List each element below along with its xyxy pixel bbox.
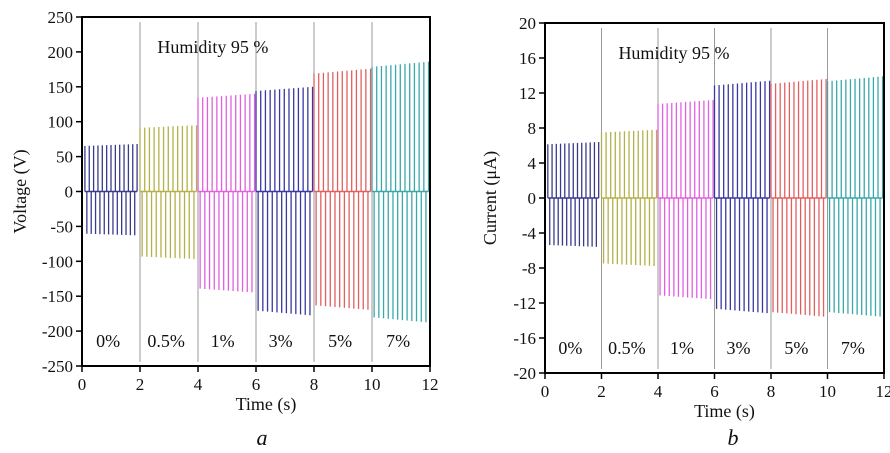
panel-a-panel-letter: a: [257, 425, 268, 450]
panel-a-y-tick-label-7: -100: [42, 252, 73, 271]
panel-b-y-tick-label-1: 16: [519, 49, 536, 68]
panel-a-y-axis-label: Voltage (V): [10, 149, 31, 233]
panel-b-x-tick-label-1: 2: [597, 382, 606, 401]
panel-b-y-axis-label: Current (μA): [480, 151, 501, 245]
panel-a-series-0: [84, 144, 138, 236]
panel-b-segment-label-2: 1%: [670, 338, 694, 358]
panel-a-y-tick-label-2: 150: [48, 78, 74, 97]
panel-b-series-2: [657, 100, 714, 300]
panel-b-x-axis-label: Time (s): [694, 401, 755, 422]
panel-b-series-1: [600, 129, 658, 267]
panel-a-y-tick-label-3: 100: [48, 113, 74, 132]
panel-b-series-5: [826, 76, 884, 317]
panel-a-y-tick-label-8: -150: [42, 287, 73, 306]
panel-b-series-0: [547, 142, 600, 247]
panel-b-y-tick-label-4: 4: [528, 154, 537, 173]
panel-a-segment-label-0: 0%: [96, 331, 120, 351]
panel-b-y-tick-label-9: -16: [513, 329, 536, 348]
panel-b-segment-label-5: 7%: [841, 338, 865, 358]
panel-b-y-tick-label-6: -4: [522, 224, 537, 243]
panel-a-segment-label-5: 7%: [386, 331, 410, 351]
panel-b-y-tick-label-0: 20: [519, 14, 536, 33]
panel-a-x-axis-label: Time (s): [236, 394, 297, 415]
panel-a-x-tick-label-3: 6: [252, 375, 261, 394]
panel-b-panel-letter: b: [728, 425, 739, 450]
panel-b-series-4: [770, 79, 827, 317]
panel-a-x-tick-label-6: 12: [422, 375, 439, 394]
panel-a-series-1: [139, 125, 198, 259]
panel-b-x-tick-label-0: 0: [541, 382, 550, 401]
panel-a-segment-label-2: 1%: [211, 331, 235, 351]
panel-b-y-tick-label-7: -8: [522, 259, 536, 278]
panel-b-segment-label-0: 0%: [558, 338, 582, 358]
panel-a-y-tick-label-10: -250: [42, 357, 73, 376]
panel-a-segment-label-3: 3%: [269, 331, 293, 351]
panel-a-y-tick-label-5: 0: [65, 183, 74, 202]
panel-b-segment-label-3: 3%: [727, 338, 751, 358]
panel-b-x-tick-label-5: 10: [819, 382, 836, 401]
panel-b-x-tick-label-6: 12: [876, 382, 890, 401]
panel-a-x-tick-label-2: 4: [194, 375, 203, 394]
panel-a: 250 200 150 100 50 0 -50 -100 -150 -200 -250 0 2 4 6 8 1…: [10, 8, 439, 450]
panel-a-humidity-annotation: Humidity 95 %: [157, 37, 268, 57]
panel-a-series-5: [371, 61, 430, 323]
panel-b-y-tick-label-8: -12: [513, 294, 536, 313]
panel-a-y-tick-label-4: 50: [56, 148, 73, 167]
panel-a-x-tick-label-0: 0: [78, 375, 87, 394]
panel-a-y-tick-label-1: 200: [48, 43, 74, 62]
panel-a-x-tick-label-5: 10: [364, 375, 381, 394]
panel-b-x-tick-label-4: 8: [767, 382, 776, 401]
panel-a-series-4: [313, 68, 372, 310]
panel-b-y-tick-label-10: -20: [513, 364, 536, 383]
panel-b-segment-label-1: 0.5%: [608, 338, 646, 358]
panel-b-y-tick-label-5: 0: [528, 189, 537, 208]
panel-a-segment-label-1: 0.5%: [147, 331, 185, 351]
panel-a-y-tick-label-6: -50: [50, 217, 73, 236]
panel-b-segment-label-4: 5%: [784, 338, 808, 358]
panel-b-humidity-annotation: Humidity 95 %: [618, 43, 729, 63]
panel-b-y-tick-label-2: 12: [519, 84, 536, 103]
panel-b-y-tick-label-3: 8: [528, 119, 537, 138]
panel-a-x-tick-label-1: 2: [136, 375, 145, 394]
panel-a-series-2: [197, 93, 256, 293]
panel-b-series-3: [713, 80, 771, 314]
panel-a-series-3: [255, 86, 314, 316]
panel-b: 20 16 12 8 4 0 -4 -8 -12 -16 -20 0 2 4 6 8 10 12 Time (s) C…: [480, 14, 890, 450]
panel-a-segment-label-4: 5%: [328, 331, 352, 351]
panel-a-x-tick-label-4: 8: [310, 375, 319, 394]
panel-a-y-tick-label-9: -200: [42, 322, 73, 341]
panel-a-y-tick-label-0: 250: [48, 8, 74, 27]
panel-b-x-tick-label-2: 4: [654, 382, 663, 401]
panel-b-x-tick-label-3: 6: [710, 382, 719, 401]
